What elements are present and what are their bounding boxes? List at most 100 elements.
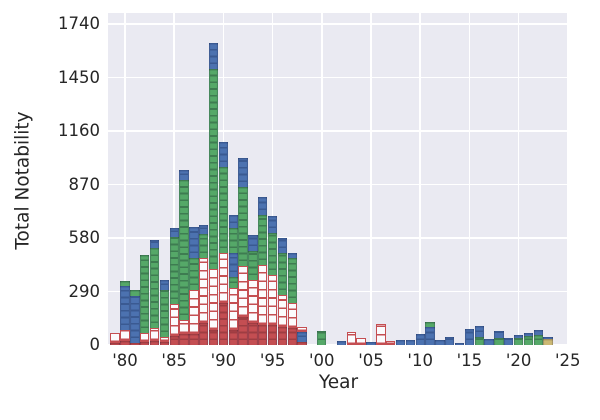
bar-segment-green [208,69,219,270]
x-tick-label: '95 [259,351,286,370]
bar-segment-green [267,232,278,276]
gridline-vertical [468,13,471,345]
y-axis-label: Total Notability [12,111,34,250]
bar-segment-hollow_red_outline [277,295,288,327]
gridline-horizontal [108,130,569,132]
bar-segment-blue [149,239,160,249]
bar-segment-green [523,335,534,345]
bar-segment-hollow_red_outline [120,330,130,342]
bar-segment-hollow_red_outline [179,320,189,334]
bar-segment-green [179,179,189,321]
bar-segment-blue [366,341,376,345]
gridline-horizontal [108,290,569,293]
x-tick-label: '15 [456,351,483,370]
bar-segment-green [238,187,248,267]
bar-segment-blue [208,43,219,70]
bar-segment-blue [513,334,524,338]
bar-segment-blue [228,252,238,277]
bar-segment-solid_red [159,342,170,345]
gridline-vertical [517,13,520,345]
x-tick-label: '05 [358,351,384,370]
bar-segment-green [287,258,297,303]
x-tick-label: '20 [505,351,532,370]
bar-segment-blue [504,337,514,345]
bar-segment-blue [533,329,543,336]
bar-segment-solid_red [287,328,297,345]
bar-segment-blue [277,238,288,253]
gridline-vertical [271,13,274,345]
gridline-horizontal [108,237,569,239]
bar-segment-green [169,237,179,305]
gridline-vertical [419,13,421,345]
bar-segment-blue [267,215,278,233]
y-tick-label: 1160 [58,121,100,141]
bar-segment-hollow_red_outline [208,269,219,331]
bar-segment-blue [395,340,406,345]
bar-segment-blue [199,225,209,235]
bar-segment-blue [169,227,179,238]
bar-segment-solid_red [267,324,278,345]
bar-segment-hollow_red_outline [218,252,229,303]
bar-segment-green [248,250,258,281]
bar-segment-hollow_red_outline [139,333,150,343]
bar-segment-hollow_red_outline [248,280,258,323]
bar-segment-hollow_red_outline [376,323,386,345]
bar-segment-blue [494,331,504,338]
bar-segment-solid_red [130,343,140,345]
bar-segment-blue [159,280,170,290]
x-tick-label: '85 [161,351,187,370]
bar-segment-blue [258,196,268,216]
bar-segment-hollow_red_outline [110,332,120,343]
bar-segment-solid_red [199,322,209,345]
bar-segment-hollow_red_outline [189,289,199,334]
bar-segment-green [218,167,229,253]
gridline-horizontal [108,76,569,79]
bar-segment-blue [454,342,465,345]
x-tick-label: '10 [407,351,433,370]
bar-segment-solid_red [139,342,150,345]
bar-segment-green [189,258,199,291]
bar-segment-hollow_red_outline [159,336,170,343]
bar-segment-blue [425,327,435,345]
bar-segment-blue [435,339,445,345]
bar-segment-hollow_red_outline [385,340,396,345]
y-tick-label: 870 [68,174,101,194]
y-tick-label: 0 [89,335,101,354]
bar-segment-blue [464,329,475,345]
bar-segment-blue [523,333,534,336]
bar-segment-blue [179,169,189,180]
bar-segment-blue [297,332,307,343]
bar-segment-hollow_red_outline [228,287,238,331]
bar-segment-green [228,227,238,253]
bar-segment-hollow_red_outline [287,302,297,329]
gridline-vertical [173,13,175,345]
bar-segment-green [120,281,130,286]
bar-segment-hollow_red_outline [199,258,209,323]
y-tick-label: 1450 [58,67,100,87]
bar-segment-green [494,337,504,345]
bar-segment-blue [405,340,416,345]
bar-segment-blue [336,341,347,345]
bar-segment-green [159,289,170,337]
x-axis-label: Year [318,372,359,393]
bar-segment-blue [218,142,229,168]
bar-segment-hollow_red_outline [169,304,179,336]
bar-segment-hollow_red_outline [149,328,160,342]
bar-segment-blue [474,325,484,337]
bar-segment-green [425,321,435,328]
bar-segment-blue [287,252,297,259]
bar-segment-blue [484,338,494,345]
bar-segment-blue [415,333,425,345]
bar-segment-tan [543,338,553,345]
bar-segment-solid_red [189,333,199,345]
bar-segment-blue [445,336,455,345]
y-tick-label: 290 [68,281,101,301]
bar-segment-hollow_red_outline [346,332,356,345]
gridline-vertical [321,13,323,345]
bar-segment-solid_red [179,333,189,345]
bar-segment-blue [130,296,140,344]
x-tick-label: '80 [112,351,138,370]
bar-segment-green [130,289,140,297]
bar-segment-solid_red [120,341,130,345]
